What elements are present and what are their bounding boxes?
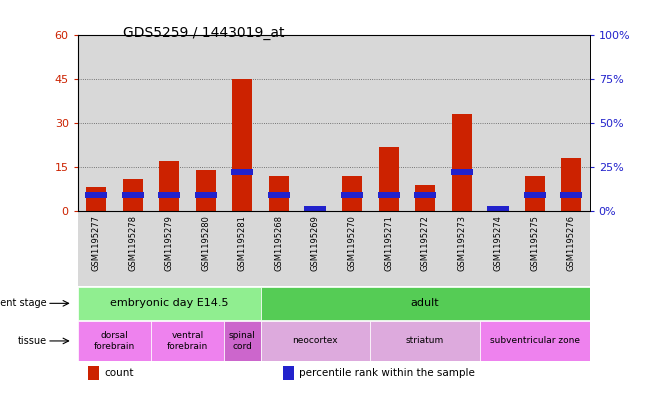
Bar [305,206,327,212]
Text: striatum: striatum [406,336,445,345]
Text: GSM1195278: GSM1195278 [128,215,137,271]
Text: GSM1195273: GSM1195273 [457,215,466,271]
Text: GSM1195268: GSM1195268 [274,215,283,271]
Text: embryonic day E14.5: embryonic day E14.5 [110,298,229,309]
Bar [114,35,151,211]
Text: ventral
forebrain: ventral forebrain [167,331,208,351]
Text: percentile rank within the sample: percentile rank within the sample [299,368,475,378]
Text: GSM1195277: GSM1195277 [91,215,100,271]
Bar [480,35,516,211]
Bar [553,35,590,211]
Text: GSM1195281: GSM1195281 [238,215,247,270]
Bar [224,35,260,211]
Bar [480,211,516,286]
Bar [260,211,297,286]
Bar [561,192,583,198]
Bar [122,179,143,211]
Bar [78,321,151,360]
Text: adult: adult [411,298,439,309]
Bar [342,176,362,211]
Bar [114,211,151,286]
Bar [443,211,480,286]
Text: count: count [104,368,134,378]
Text: GSM1195269: GSM1195269 [311,215,320,270]
Bar [480,321,590,360]
Bar [443,35,480,211]
Bar [196,170,216,211]
Bar [78,35,114,211]
Bar [305,209,325,211]
Bar [516,35,553,211]
Bar [525,176,545,211]
Bar [524,192,546,198]
Text: GSM1195271: GSM1195271 [384,215,393,270]
Bar [516,211,553,286]
Bar [187,211,224,286]
Bar [260,35,297,211]
Bar [260,287,590,320]
Text: subventricular zone: subventricular zone [490,336,580,345]
Bar [231,169,253,175]
Bar [224,321,260,360]
Bar [194,192,217,198]
Bar [334,35,370,211]
Text: development stage: development stage [0,298,47,309]
Text: GSM1195279: GSM1195279 [165,215,174,270]
Bar [297,211,334,286]
Bar [122,192,144,198]
Bar [269,176,289,211]
Bar [268,192,290,198]
Bar [370,321,480,360]
Bar [452,114,472,211]
Text: neocortex: neocortex [293,336,338,345]
Text: GSM1195272: GSM1195272 [421,215,430,270]
Bar [260,321,370,360]
Bar [151,35,187,211]
Bar [370,35,407,211]
Bar [370,211,407,286]
Bar [378,192,400,198]
Text: GSM1195275: GSM1195275 [530,215,539,270]
Bar [407,35,443,211]
Text: GSM1195270: GSM1195270 [347,215,356,270]
Bar [378,147,399,211]
Text: GSM1195276: GSM1195276 [567,215,576,271]
Bar [224,211,260,286]
Bar [86,187,106,211]
Text: GSM1195274: GSM1195274 [494,215,503,270]
Bar [488,209,508,211]
Bar [297,35,334,211]
Bar [159,161,179,211]
Bar [151,321,224,360]
Bar [450,169,473,175]
Text: spinal
cord: spinal cord [229,331,256,351]
Bar [487,206,509,212]
Text: tissue: tissue [18,336,47,346]
Bar [407,211,443,286]
Bar [415,185,435,211]
Bar [88,366,99,380]
Bar [283,366,294,380]
Bar [232,79,252,211]
Text: GDS5259 / 1443019_at: GDS5259 / 1443019_at [122,26,284,40]
Text: dorsal
forebrain: dorsal forebrain [94,331,135,351]
Bar [553,211,590,286]
Bar [158,192,180,198]
Bar [85,192,107,198]
Bar [334,211,370,286]
Bar [341,192,363,198]
Bar [187,35,224,211]
Bar [414,192,436,198]
Text: GSM1195280: GSM1195280 [202,215,210,270]
Bar [561,158,581,211]
Bar [78,287,260,320]
Bar [151,211,187,286]
Bar [78,211,114,286]
